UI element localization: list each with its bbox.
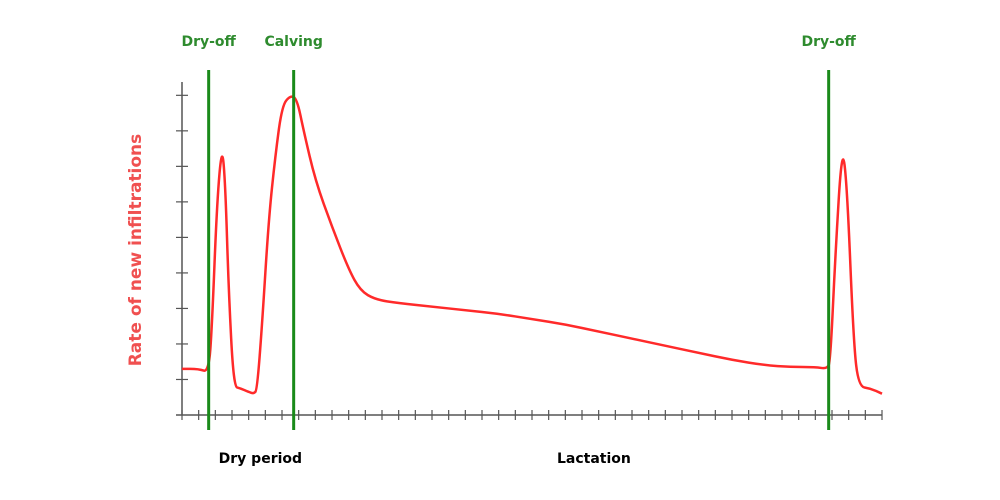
series-line	[181, 95, 883, 395]
y-axis-label: Rate of new infiltrations	[126, 134, 146, 367]
event-markers: Dry-off Calving Dry-off	[181, 34, 857, 430]
period-labels: Dry period Lactation	[219, 451, 631, 467]
event-label: Dry-off	[181, 34, 236, 50]
period-label: Dry period	[219, 451, 302, 467]
event-label: Dry-off	[801, 34, 856, 50]
event-label: Calving	[264, 34, 322, 50]
y-ticks	[176, 94, 188, 381]
x-ticks	[181, 410, 883, 420]
period-label: Lactation	[557, 451, 631, 467]
